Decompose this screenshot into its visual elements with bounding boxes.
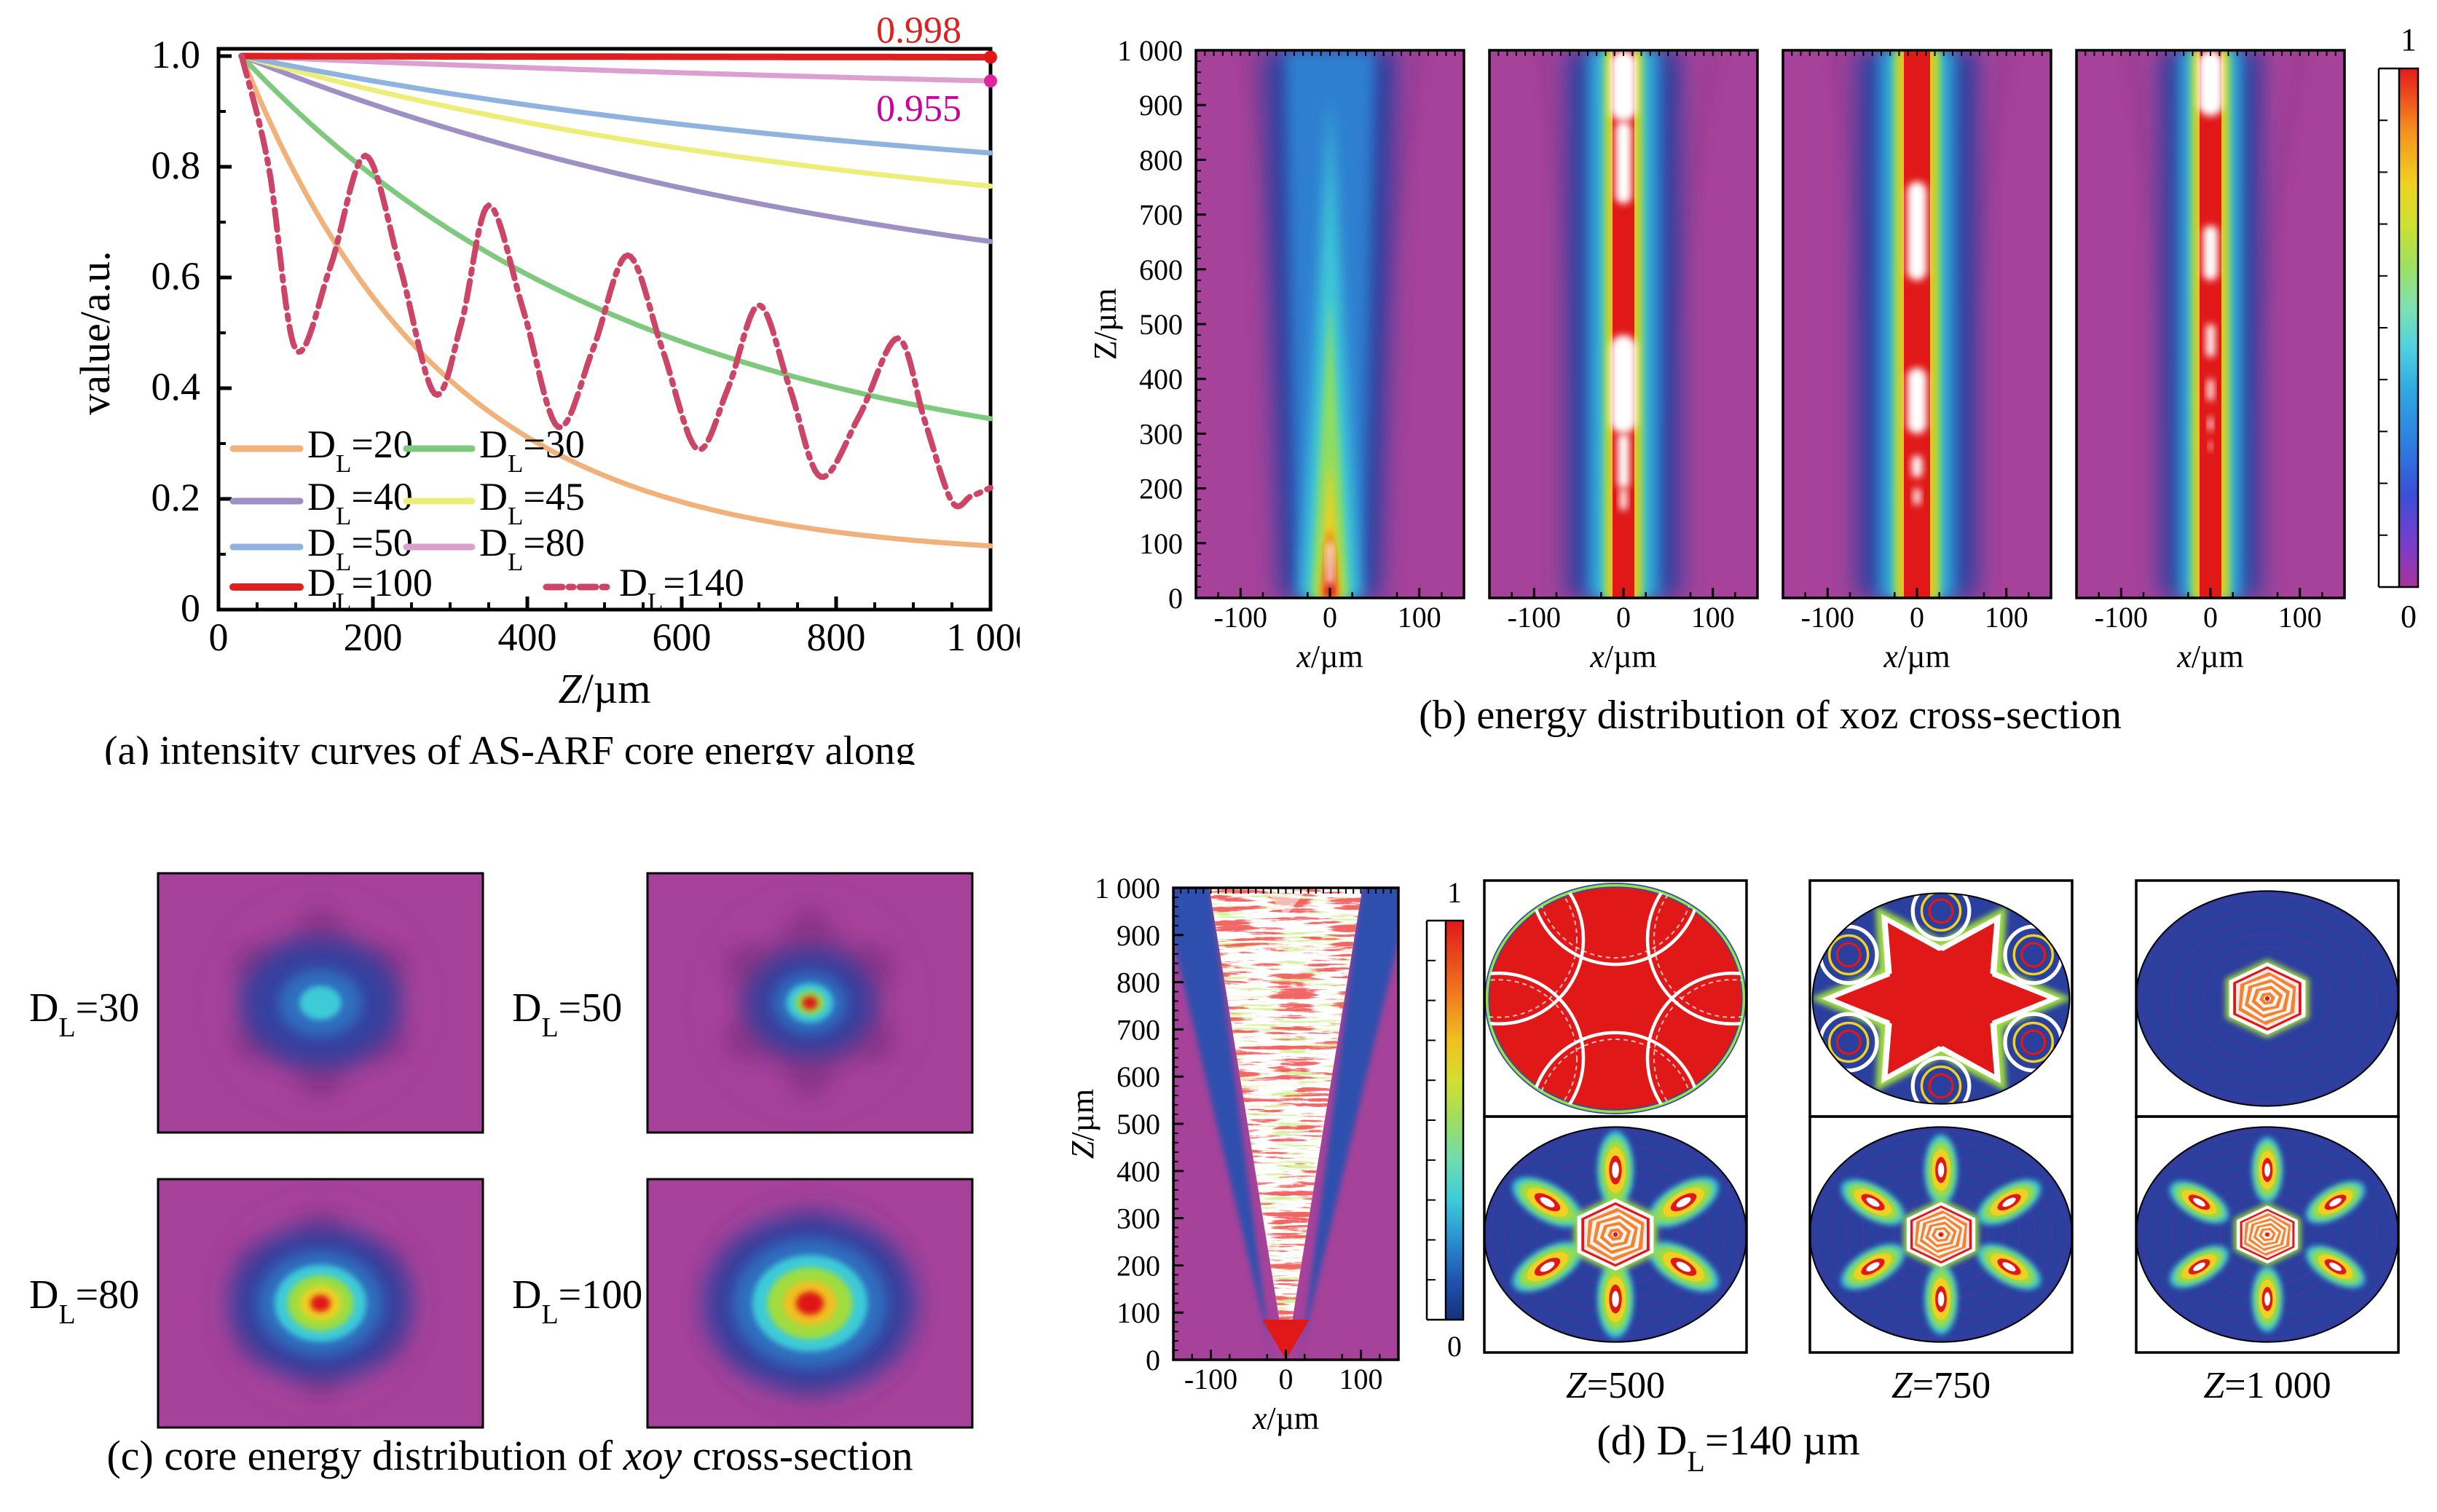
svg-text:0.955: 0.955 bbox=[876, 88, 961, 130]
svg-text:Z/µm: Z/µm bbox=[1065, 1089, 1101, 1159]
svg-text:600: 600 bbox=[1139, 253, 1183, 286]
svg-text:Z=750: Z=750 bbox=[1891, 1365, 1991, 1406]
svg-text:1: 1 bbox=[2401, 22, 2417, 58]
svg-text:-100: -100 bbox=[1801, 601, 1854, 634]
svg-text:0: 0 bbox=[209, 615, 229, 659]
svg-text:1.0: 1.0 bbox=[151, 33, 201, 76]
svg-text:100: 100 bbox=[1339, 1363, 1383, 1395]
svg-text:0: 0 bbox=[1910, 601, 1924, 634]
svg-text:0: 0 bbox=[2401, 599, 2417, 634]
svg-text:100: 100 bbox=[1398, 601, 1441, 634]
svg-text:Z/µm: Z/µm bbox=[559, 665, 651, 712]
svg-text:100: 100 bbox=[2278, 601, 2322, 634]
svg-text:value/a.u.: value/a.u. bbox=[71, 251, 119, 414]
svg-text:300: 300 bbox=[1139, 417, 1183, 450]
svg-text:700: 700 bbox=[1117, 1013, 1160, 1046]
svg-text:0: 0 bbox=[1323, 601, 1337, 634]
svg-text:800: 800 bbox=[807, 615, 866, 659]
svg-text:1 000: 1 000 bbox=[946, 615, 1020, 659]
svg-text:500: 500 bbox=[1117, 1108, 1160, 1141]
svg-text:0: 0 bbox=[2203, 601, 2218, 634]
svg-text:0.2: 0.2 bbox=[151, 476, 201, 519]
svg-text:1: 1 bbox=[1447, 876, 1462, 909]
svg-text:800: 800 bbox=[1117, 966, 1160, 999]
svg-text:0.4: 0.4 bbox=[151, 365, 201, 409]
svg-text:-100: -100 bbox=[2095, 601, 2148, 634]
svg-text:500: 500 bbox=[1139, 308, 1183, 341]
svg-text:0.998: 0.998 bbox=[876, 10, 961, 52]
svg-text:200: 200 bbox=[1139, 473, 1183, 505]
svg-text:-100: -100 bbox=[1184, 1363, 1237, 1395]
svg-text:900: 900 bbox=[1139, 89, 1183, 122]
svg-text:1 000: 1 000 bbox=[1095, 872, 1160, 905]
svg-text:x/µm: x/µm bbox=[1296, 639, 1363, 674]
svg-text:0: 0 bbox=[1447, 1330, 1462, 1363]
svg-text:1 000: 1 000 bbox=[1117, 34, 1183, 67]
svg-text:100: 100 bbox=[1117, 1296, 1160, 1329]
svg-text:0: 0 bbox=[181, 586, 200, 630]
svg-text:700: 700 bbox=[1139, 199, 1183, 232]
svg-text:0: 0 bbox=[1616, 601, 1631, 634]
svg-text:900: 900 bbox=[1117, 919, 1160, 952]
svg-text:600: 600 bbox=[653, 615, 712, 659]
svg-text:-100: -100 bbox=[1508, 601, 1561, 634]
svg-text:Z=500: Z=500 bbox=[1566, 1365, 1665, 1406]
svg-text:x/µm: x/µm bbox=[1252, 1401, 1319, 1436]
svg-text:x/µm: x/µm bbox=[1883, 639, 1950, 674]
svg-text:(c) core energy distribution o: (c) core energy distribution of xoy cros… bbox=[106, 1432, 913, 1479]
svg-text:800: 800 bbox=[1139, 143, 1183, 176]
svg-text:200: 200 bbox=[1117, 1249, 1160, 1282]
svg-text:0: 0 bbox=[1279, 1363, 1294, 1395]
svg-text:400: 400 bbox=[1139, 363, 1183, 395]
svg-text:0: 0 bbox=[1146, 1344, 1160, 1377]
svg-text:600: 600 bbox=[1117, 1060, 1160, 1093]
svg-text:100: 100 bbox=[1139, 527, 1183, 560]
svg-text:0.6: 0.6 bbox=[151, 254, 201, 298]
svg-text:-100: -100 bbox=[1214, 601, 1267, 634]
svg-text:Z/µm: Z/µm bbox=[1087, 288, 1123, 361]
svg-text:200: 200 bbox=[344, 615, 403, 659]
svg-text:0.8: 0.8 bbox=[151, 143, 201, 187]
svg-text:x/µm: x/µm bbox=[2176, 639, 2243, 674]
svg-text:100: 100 bbox=[1691, 601, 1735, 634]
svg-text:100: 100 bbox=[1985, 601, 2028, 634]
svg-text:(b) energy distribution of xoz: (b) energy distribution of xoz cross-sec… bbox=[1419, 693, 2122, 738]
svg-text:400: 400 bbox=[1117, 1155, 1160, 1188]
svg-text:400: 400 bbox=[498, 615, 557, 659]
svg-text:x/µm: x/µm bbox=[1589, 639, 1656, 674]
svg-text:Z=1 000: Z=1 000 bbox=[2203, 1365, 2331, 1406]
svg-text:300: 300 bbox=[1117, 1202, 1160, 1235]
svg-text:0: 0 bbox=[1168, 582, 1183, 615]
